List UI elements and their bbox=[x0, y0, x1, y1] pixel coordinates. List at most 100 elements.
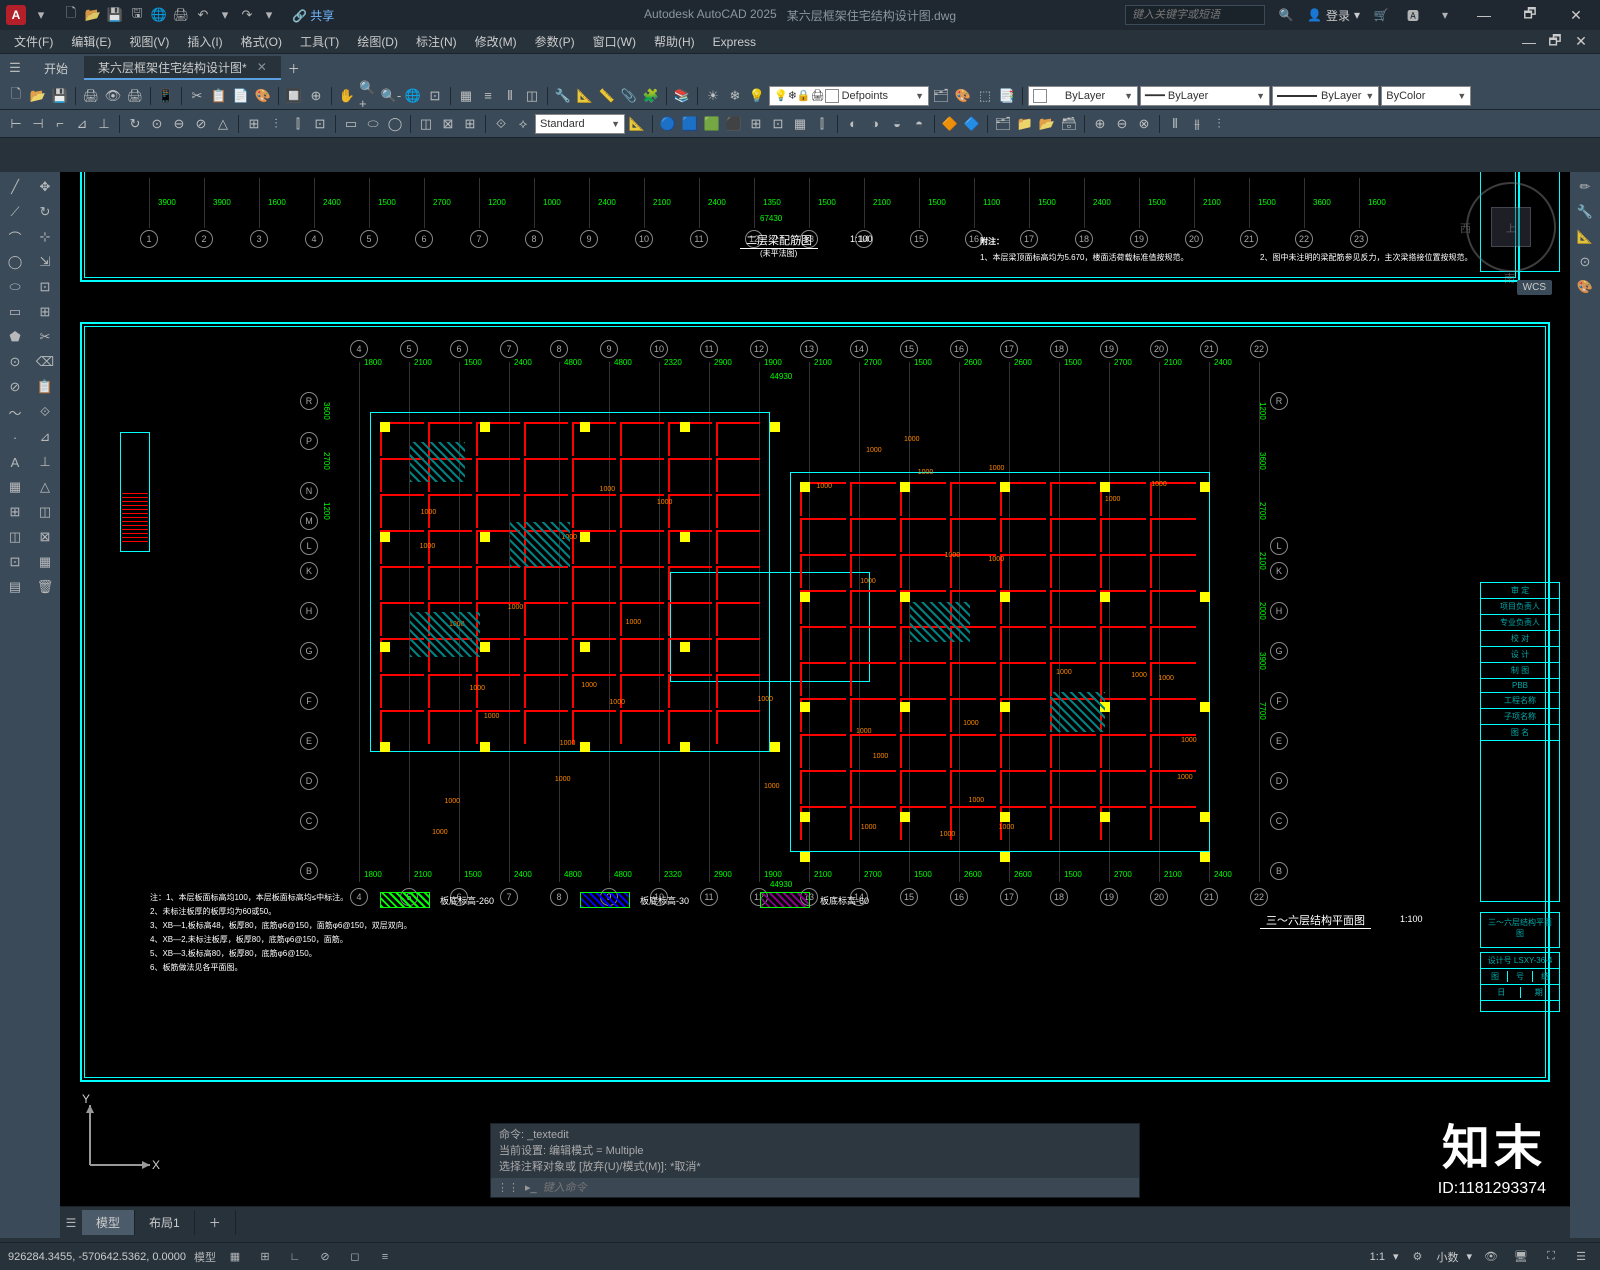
wcs-badge[interactable]: WCS bbox=[1517, 280, 1552, 295]
toolbar-icon[interactable]: ◒ bbox=[887, 114, 907, 134]
toolbar-icon[interactable]: ⊡ bbox=[768, 114, 788, 134]
toolbar-icon[interactable]: 🟩 bbox=[702, 114, 722, 134]
menu-D[interactable]: 绘图(D) bbox=[349, 31, 406, 52]
menu-O[interactable]: 格式(O) bbox=[233, 31, 290, 52]
modify-tool-icon[interactable]: 🗑 bbox=[34, 576, 56, 598]
toolbar-icon[interactable]: 📄 bbox=[231, 86, 251, 106]
modify-tool-icon[interactable]: ⇲ bbox=[34, 251, 56, 273]
toolbar-icon[interactable]: ⫵ bbox=[1187, 114, 1207, 134]
toolbar-icon[interactable]: ≡ bbox=[478, 86, 498, 106]
nav-tool-icon[interactable]: 🎨 bbox=[1574, 276, 1596, 298]
toolbar-icon[interactable]: ▭ bbox=[341, 114, 361, 134]
draw-tool-icon[interactable]: ◯ bbox=[4, 251, 26, 273]
draw-tool-icon[interactable]: ⬭ bbox=[4, 276, 26, 298]
menu-P[interactable]: 参数(P) bbox=[527, 31, 583, 52]
toolbar-icon[interactable]: ◫ bbox=[522, 86, 542, 106]
menu-M[interactable]: 修改(M) bbox=[467, 31, 525, 52]
toolbar-icon[interactable]: ⊗ bbox=[1134, 114, 1154, 134]
menu-dropdown-icon[interactable]: ▾ bbox=[32, 6, 50, 24]
drawing-canvas[interactable]: 1234567891011121314151617181920212223390… bbox=[60, 172, 1570, 1238]
toolbar-icon[interactable]: 📎 bbox=[619, 86, 639, 106]
modelspace-toggle[interactable]: 模型 bbox=[194, 1246, 216, 1268]
toolbar-icon[interactable]: 🔲 bbox=[284, 86, 304, 106]
toolbar-icon[interactable]: 💾 bbox=[50, 86, 70, 106]
nav-tool-icon[interactable]: ⊙ bbox=[1574, 251, 1596, 273]
toolbar-icon[interactable]: ⊡ bbox=[425, 86, 445, 106]
toolbar-icon[interactable]: △ bbox=[213, 114, 233, 134]
modify-tool-icon[interactable]: ◫ bbox=[34, 501, 56, 523]
modify-tool-icon[interactable]: ⊡ bbox=[34, 276, 56, 298]
nav-tool-icon[interactable]: ✏ bbox=[1574, 176, 1596, 198]
linetype-dropdown[interactable]: ━━━ ByLayer▼ bbox=[1140, 86, 1270, 106]
modify-tool-icon[interactable]: ⊥ bbox=[34, 451, 56, 473]
toolbar-icon[interactable]: ◫ bbox=[416, 114, 436, 134]
toolbar-icon[interactable]: ⫶ bbox=[266, 114, 286, 134]
command-line[interactable]: 命令: _textedit 当前设置: 编辑模式 = Multiple 选择注释… bbox=[490, 1123, 1140, 1198]
modify-tool-icon[interactable]: ✂ bbox=[34, 326, 56, 348]
draw-tool-icon[interactable]: ⊙ bbox=[4, 351, 26, 373]
toolbar-icon[interactable]: ❄ bbox=[725, 86, 745, 106]
doc-close-icon[interactable]: ✕ bbox=[1568, 31, 1594, 53]
draw-tool-icon[interactable]: ⟋ bbox=[4, 201, 26, 223]
toolbar-icon[interactable]: ⊖ bbox=[1112, 114, 1132, 134]
new-icon[interactable]: 🗋 bbox=[62, 6, 80, 24]
toolbar-icon[interactable]: ◓ bbox=[909, 114, 929, 134]
minimize-button[interactable]: — bbox=[1466, 0, 1502, 30]
modify-tool-icon[interactable]: ⌫ bbox=[34, 351, 56, 373]
toolbar-icon[interactable]: ⫴ bbox=[1165, 114, 1185, 134]
toolbar-icon[interactable]: ⊙ bbox=[147, 114, 167, 134]
toolbar-icon[interactable]: 🎨 bbox=[253, 86, 273, 106]
toolbar-icon[interactable]: ☀ bbox=[703, 86, 723, 106]
menu-N[interactable]: 标注(N) bbox=[408, 31, 465, 52]
modify-tool-icon[interactable]: ⊠ bbox=[34, 526, 56, 548]
plot-icon[interactable]: 🖨 bbox=[172, 6, 190, 24]
menu-Express[interactable]: Express bbox=[705, 33, 764, 51]
open-icon[interactable]: 📂 bbox=[84, 6, 102, 24]
toolbar-icon[interactable]: 🔵 bbox=[658, 114, 678, 134]
draw-tool-icon[interactable]: ▦ bbox=[4, 476, 26, 498]
toolbar-icon[interactable]: 🧩 bbox=[641, 86, 661, 106]
layout-menu-icon[interactable]: ☰ bbox=[60, 1212, 82, 1234]
toolbar-icon[interactable]: 🔶 bbox=[940, 114, 960, 134]
toolbar-icon[interactable]: ⫴ bbox=[500, 86, 520, 106]
draw-tool-icon[interactable]: · bbox=[4, 426, 26, 448]
toolbar-icon[interactable]: 🟦 bbox=[680, 114, 700, 134]
toolbar-icon[interactable]: ⫶ bbox=[1209, 114, 1229, 134]
grid-toggle-icon[interactable]: ▦ bbox=[224, 1246, 246, 1268]
menu-H[interactable]: 帮助(H) bbox=[646, 31, 703, 52]
toolbar-icon[interactable]: 🌐 bbox=[403, 86, 423, 106]
modify-tool-icon[interactable]: ↻ bbox=[34, 201, 56, 223]
plotcolor-dropdown[interactable]: ByColor▼ bbox=[1381, 86, 1471, 106]
command-input[interactable] bbox=[543, 1182, 1133, 1194]
customize-icon[interactable]: ☰ bbox=[1570, 1246, 1592, 1268]
toolbar-icon[interactable]: 🖨 bbox=[125, 86, 145, 106]
toolbar-icon[interactable]: ⟡ bbox=[513, 114, 533, 134]
tab-model[interactable]: 模型 bbox=[82, 1210, 135, 1235]
toolbar-icon[interactable]: ⊘ bbox=[191, 114, 211, 134]
menu-F[interactable]: 文件(F) bbox=[6, 31, 61, 52]
toolbar-icon[interactable]: ⫿ bbox=[812, 114, 832, 134]
toolbar-icon[interactable]: ⬚ bbox=[975, 86, 995, 106]
viewcube-top[interactable]: 上 bbox=[1491, 207, 1531, 247]
nav-tool-icon[interactable]: 📐 bbox=[1574, 226, 1596, 248]
toolbar-icon[interactable]: ⊞ bbox=[460, 114, 480, 134]
toolbar-icon[interactable]: ▦ bbox=[456, 86, 476, 106]
menu-W[interactable]: 窗口(W) bbox=[585, 31, 644, 52]
toolbar-icon[interactable]: ↻ bbox=[125, 114, 145, 134]
toolbar-icon[interactable]: 🔧 bbox=[553, 86, 573, 106]
infocenter-icon[interactable]: 🅰 bbox=[1402, 4, 1424, 26]
viewcube[interactable]: 上 西 南 bbox=[1466, 182, 1556, 272]
toolbar-icon[interactable]: 👁 bbox=[103, 86, 123, 106]
web-icon[interactable]: 🌐 bbox=[150, 6, 168, 24]
osnap-toggle-icon[interactable]: ◻ bbox=[344, 1246, 366, 1268]
help-search-input[interactable]: 键入关键字或短语 bbox=[1125, 5, 1265, 25]
restore-button[interactable]: 🗗 bbox=[1512, 0, 1548, 30]
search-icon[interactable]: 🔍 bbox=[1275, 4, 1297, 26]
toolbar-icon[interactable]: ⊣ bbox=[28, 114, 48, 134]
redo-dd-icon[interactable]: ▾ bbox=[260, 6, 278, 24]
draw-tool-icon[interactable]: A bbox=[4, 451, 26, 473]
doc-min-icon[interactable]: — bbox=[1516, 31, 1542, 53]
share-button[interactable]: 🔗 共享 bbox=[292, 7, 334, 24]
toolbar-icon[interactable]: ⊠ bbox=[438, 114, 458, 134]
draw-tool-icon[interactable]: ◫ bbox=[4, 526, 26, 548]
